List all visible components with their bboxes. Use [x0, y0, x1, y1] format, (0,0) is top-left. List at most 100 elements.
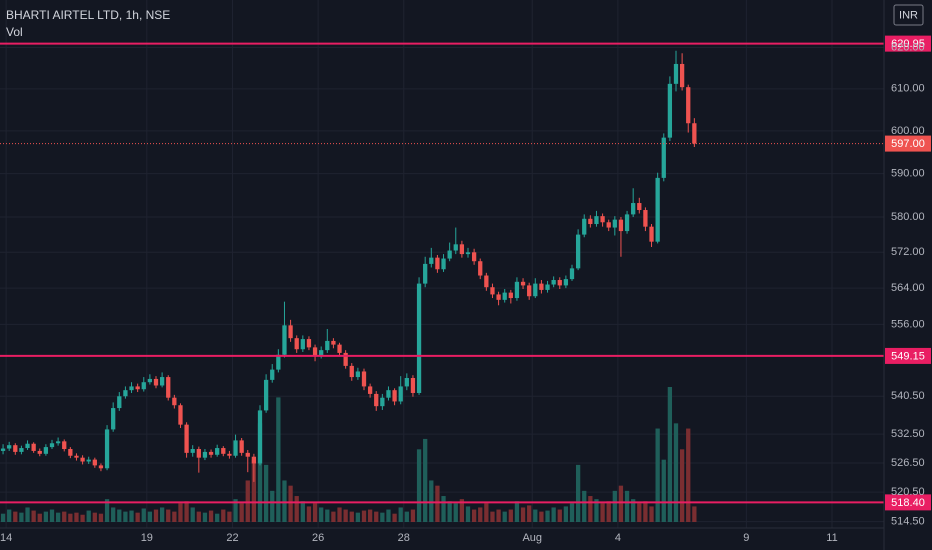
- candle-body: [215, 448, 220, 455]
- candle-body: [166, 377, 171, 398]
- candle-body: [80, 457, 85, 462]
- volume-bar: [98, 513, 104, 522]
- last-price-label: 597.00: [891, 138, 925, 150]
- volume-bar: [423, 438, 428, 522]
- volume-bar: [416, 449, 422, 522]
- candle-body: [410, 378, 416, 393]
- candle-body: [141, 382, 146, 390]
- candle-body: [178, 405, 183, 425]
- candle-body: [484, 275, 489, 288]
- volume-bar: [251, 459, 257, 522]
- volume-bar: [361, 510, 367, 522]
- candle-body: [184, 424, 189, 453]
- level-label: 620.95: [891, 38, 925, 50]
- volume-bar: [386, 509, 391, 522]
- candle-body: [423, 263, 428, 284]
- x-tick-label: 11: [826, 532, 837, 544]
- candle-body: [551, 280, 556, 285]
- volume-bar: [117, 509, 122, 522]
- y-tick-label: 526.50: [891, 457, 925, 469]
- y-tick-label: 514.50: [891, 515, 925, 527]
- volume-bar: [37, 513, 42, 522]
- candle-body: [257, 410, 263, 464]
- candle-body: [251, 456, 257, 464]
- candle-body: [582, 218, 587, 235]
- candle-body: [392, 390, 397, 402]
- candle-body: [673, 63, 679, 84]
- volume-bar: [129, 510, 134, 522]
- candle-body: [478, 261, 483, 276]
- volume-bar: [618, 485, 624, 522]
- candle-body: [92, 459, 97, 466]
- candle-body: [459, 244, 465, 255]
- volume-bar: [478, 507, 483, 522]
- candle-body: [86, 459, 91, 462]
- volume-bar: [649, 506, 654, 522]
- candle-body: [325, 340, 330, 351]
- y-tick-label: 564.00: [891, 282, 925, 294]
- currency[interactable]: INR: [899, 9, 918, 21]
- candle-body: [19, 448, 24, 452]
- currency-box[interactable]: [893, 4, 924, 26]
- volume-bar: [282, 480, 287, 522]
- candle-body: [367, 386, 373, 394]
- candle-body: [643, 210, 648, 227]
- volume-bar: [612, 490, 617, 522]
- volume-bar: [13, 511, 18, 522]
- candle-body: [624, 214, 630, 232]
- candle-body: [190, 449, 195, 453]
- volume-bar: [221, 509, 226, 522]
- candle-body: [74, 455, 79, 458]
- level-label: 549.15: [891, 350, 925, 362]
- volume-bar: [398, 507, 403, 522]
- candle-body: [221, 448, 226, 454]
- volume-bar: [319, 507, 324, 522]
- candle-body: [606, 222, 611, 228]
- volume-bar: [367, 509, 373, 522]
- volume-bar: [123, 511, 128, 522]
- volume-bar: [153, 509, 159, 522]
- candle-body: [527, 285, 532, 297]
- volume-bar: [233, 499, 238, 522]
- y-tick-label: 580.00: [891, 211, 925, 223]
- candle-body: [386, 390, 391, 398]
- volume-bar: [215, 513, 220, 522]
- x-tick-label: 4: [615, 532, 621, 544]
- volume-bar: [661, 459, 666, 522]
- x-tick-label: Aug: [522, 532, 542, 544]
- candle-body: [196, 449, 201, 458]
- candle-body: [374, 393, 379, 407]
- candle-body: [435, 257, 440, 270]
- y-tick-label: 600.00: [891, 125, 925, 137]
- y-tick-label: 610.00: [891, 83, 925, 95]
- candle-body: [349, 365, 354, 378]
- volume-bar: [159, 507, 165, 522]
- candle-body: [508, 292, 513, 299]
- volume-bar: [0, 513, 6, 522]
- volume-bar: [19, 512, 24, 522]
- candle-body: [612, 219, 617, 228]
- volume-bar: [380, 512, 385, 522]
- candle-body: [649, 226, 654, 242]
- candle-body: [98, 465, 104, 469]
- candle-body: [25, 443, 30, 449]
- candle-body: [404, 378, 409, 387]
- candle-body: [159, 377, 165, 386]
- y-tick-label: 620.00: [891, 41, 925, 53]
- volume-bar: [527, 505, 532, 522]
- volume-bar: [673, 423, 679, 522]
- volume-bar: [606, 501, 611, 522]
- candle-body: [202, 451, 208, 458]
- volume-bar: [312, 503, 318, 522]
- volume-bar: [508, 509, 513, 522]
- volume-bar: [569, 503, 575, 522]
- volume-bar: [551, 507, 556, 522]
- chart-title: BHARTI AIRTEL LTD, 1h, NSE: [6, 8, 170, 22]
- y-tick-label: 556.00: [891, 318, 925, 330]
- candle-body: [13, 445, 18, 452]
- volume-bar: [582, 490, 587, 522]
- candle-body: [575, 234, 581, 269]
- candle-body: [447, 250, 452, 259]
